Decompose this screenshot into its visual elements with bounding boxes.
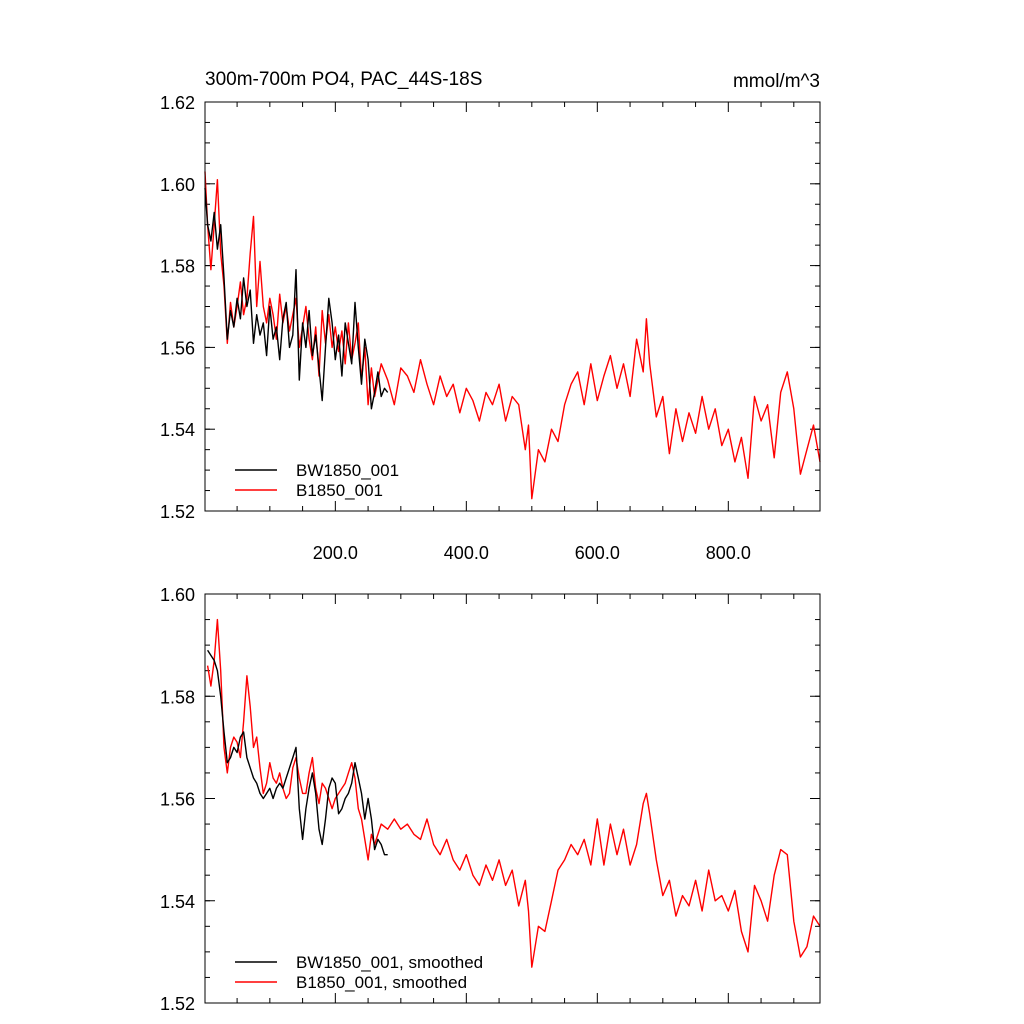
y-tick-label: 1.62 <box>160 93 195 113</box>
y-tick-label: 1.56 <box>160 338 195 358</box>
y-tick-label: 1.60 <box>160 585 195 605</box>
series-line-bw1850-001-smoothed <box>207 649 388 856</box>
y-tick-label: 1.54 <box>160 420 195 440</box>
y-tick-label: 1.52 <box>160 994 195 1014</box>
x-tick-label: 200.0 <box>313 543 358 563</box>
series-line-bw1850-001 <box>204 187 389 410</box>
x-tick-label: 600.0 <box>575 543 620 563</box>
y-tick-label: 1.52 <box>160 502 195 522</box>
top-plot-frame <box>204 101 821 512</box>
legend-label-b1850-smoothed: B1850_001, smoothed <box>296 973 467 992</box>
top-legend: BW1850_001 B1850_001 <box>235 461 399 500</box>
bottom-panel: 1.52 1.54 1.56 1.58 1.60 BW1850_001, smoothe… <box>160 585 821 1014</box>
y-tick-label: 1.58 <box>160 257 195 277</box>
bottom-legend: BW1850_001, smoothed B1850_001, smoothed <box>235 953 483 992</box>
legend-label-bw1850-smoothed: BW1850_001, smoothed <box>296 953 483 972</box>
x-tick-label: 400.0 <box>444 543 489 563</box>
y-tick-label: 1.60 <box>160 175 195 195</box>
chart-title: 300m-700m PO4, PAC_44S-18S <box>205 69 482 90</box>
y-tick-label: 1.54 <box>160 892 195 912</box>
y-tick-label: 1.56 <box>160 790 195 810</box>
legend-label-b1850: B1850_001 <box>296 481 383 500</box>
legend-label-bw1850: BW1850_001 <box>296 461 399 480</box>
y-tick-label: 1.58 <box>160 687 195 707</box>
units-label: mmol/m^3 <box>733 71 820 92</box>
bottom-plot-frame <box>204 593 821 1004</box>
series-line-b1850-001 <box>204 171 821 500</box>
x-tick-label: 800.0 <box>706 543 751 563</box>
top-panel: 300m-700m PO4, PAC_44S-18S mmol/m^3 1.52… <box>160 69 821 563</box>
series-line-b1850-001-smoothed <box>206 618 821 968</box>
